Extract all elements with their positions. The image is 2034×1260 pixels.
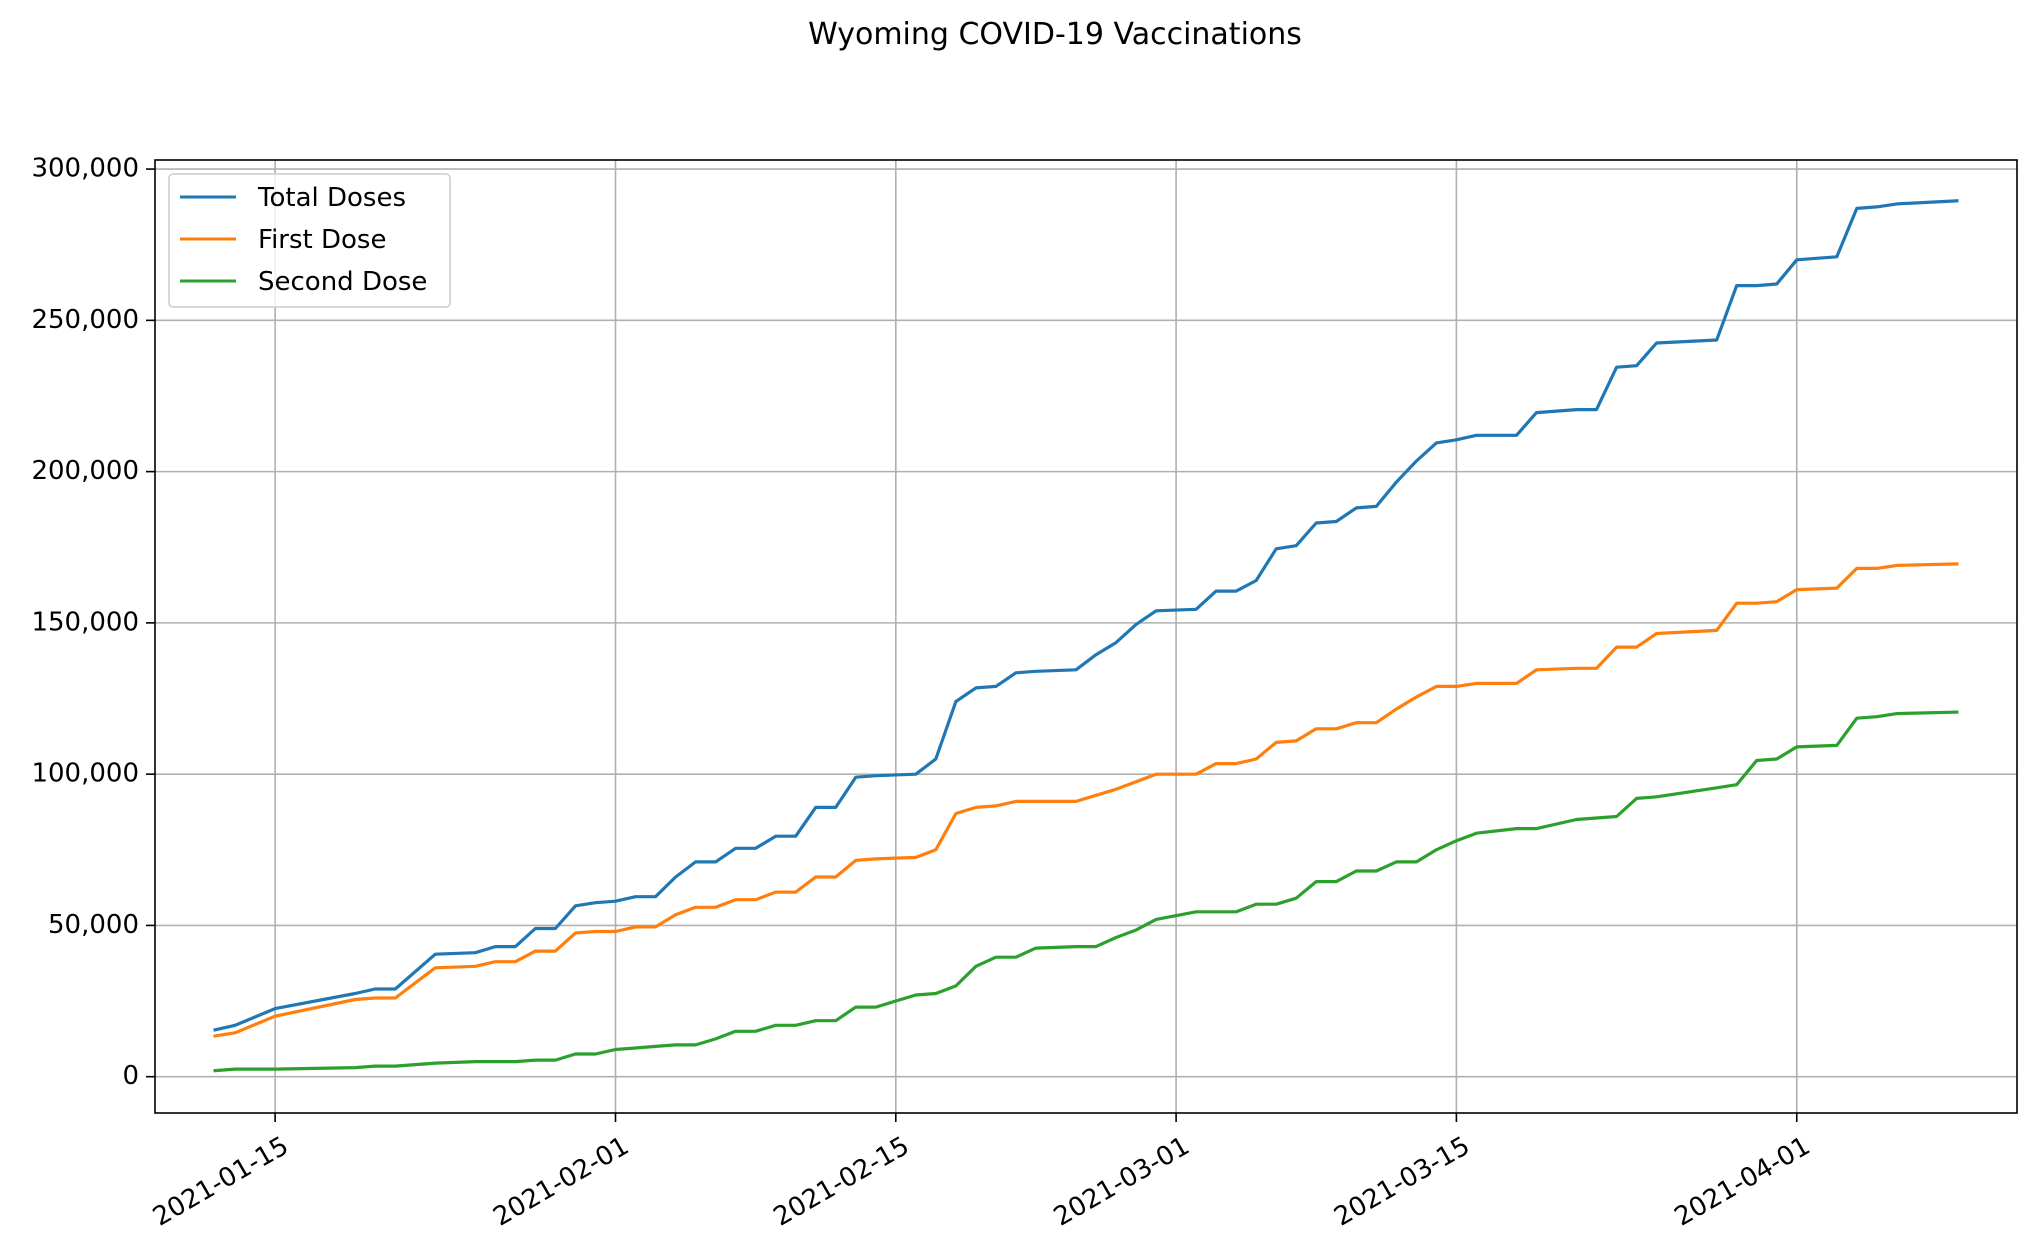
y-tick-label: 300,000 bbox=[31, 154, 139, 184]
y-tick-label: 0 bbox=[122, 1061, 139, 1091]
legend-label-second-dose: Second Dose bbox=[258, 267, 427, 297]
legend: Total Doses First Dose Second Dose bbox=[168, 173, 451, 308]
y-axis: 0 50,000 100,000 150,000 200,000 250,000 300,0… bbox=[31, 154, 155, 1091]
y-tick-label: 100,000 bbox=[31, 759, 139, 789]
y-tick-label: 150,000 bbox=[31, 607, 139, 637]
chart-title: Wyoming COVID-19 Vaccinations bbox=[808, 17, 1302, 52]
plot-frame bbox=[154, 159, 2018, 1114]
legend-label-total-doses: Total Doses bbox=[257, 183, 406, 213]
legend-label-first-dose: First Dose bbox=[258, 225, 386, 255]
y-tick-label: 250,000 bbox=[31, 305, 139, 335]
series-line-first-dose bbox=[213, 562, 1959, 1038]
series-lines bbox=[213, 199, 1959, 1073]
y-tick-label: 50,000 bbox=[48, 910, 139, 940]
y-tick-label: 200,000 bbox=[31, 456, 139, 486]
grid bbox=[155, 160, 2017, 1113]
series-line-total-doses bbox=[213, 199, 1959, 1032]
legend-box bbox=[168, 173, 451, 308]
series-line-second-dose bbox=[213, 710, 1959, 1073]
